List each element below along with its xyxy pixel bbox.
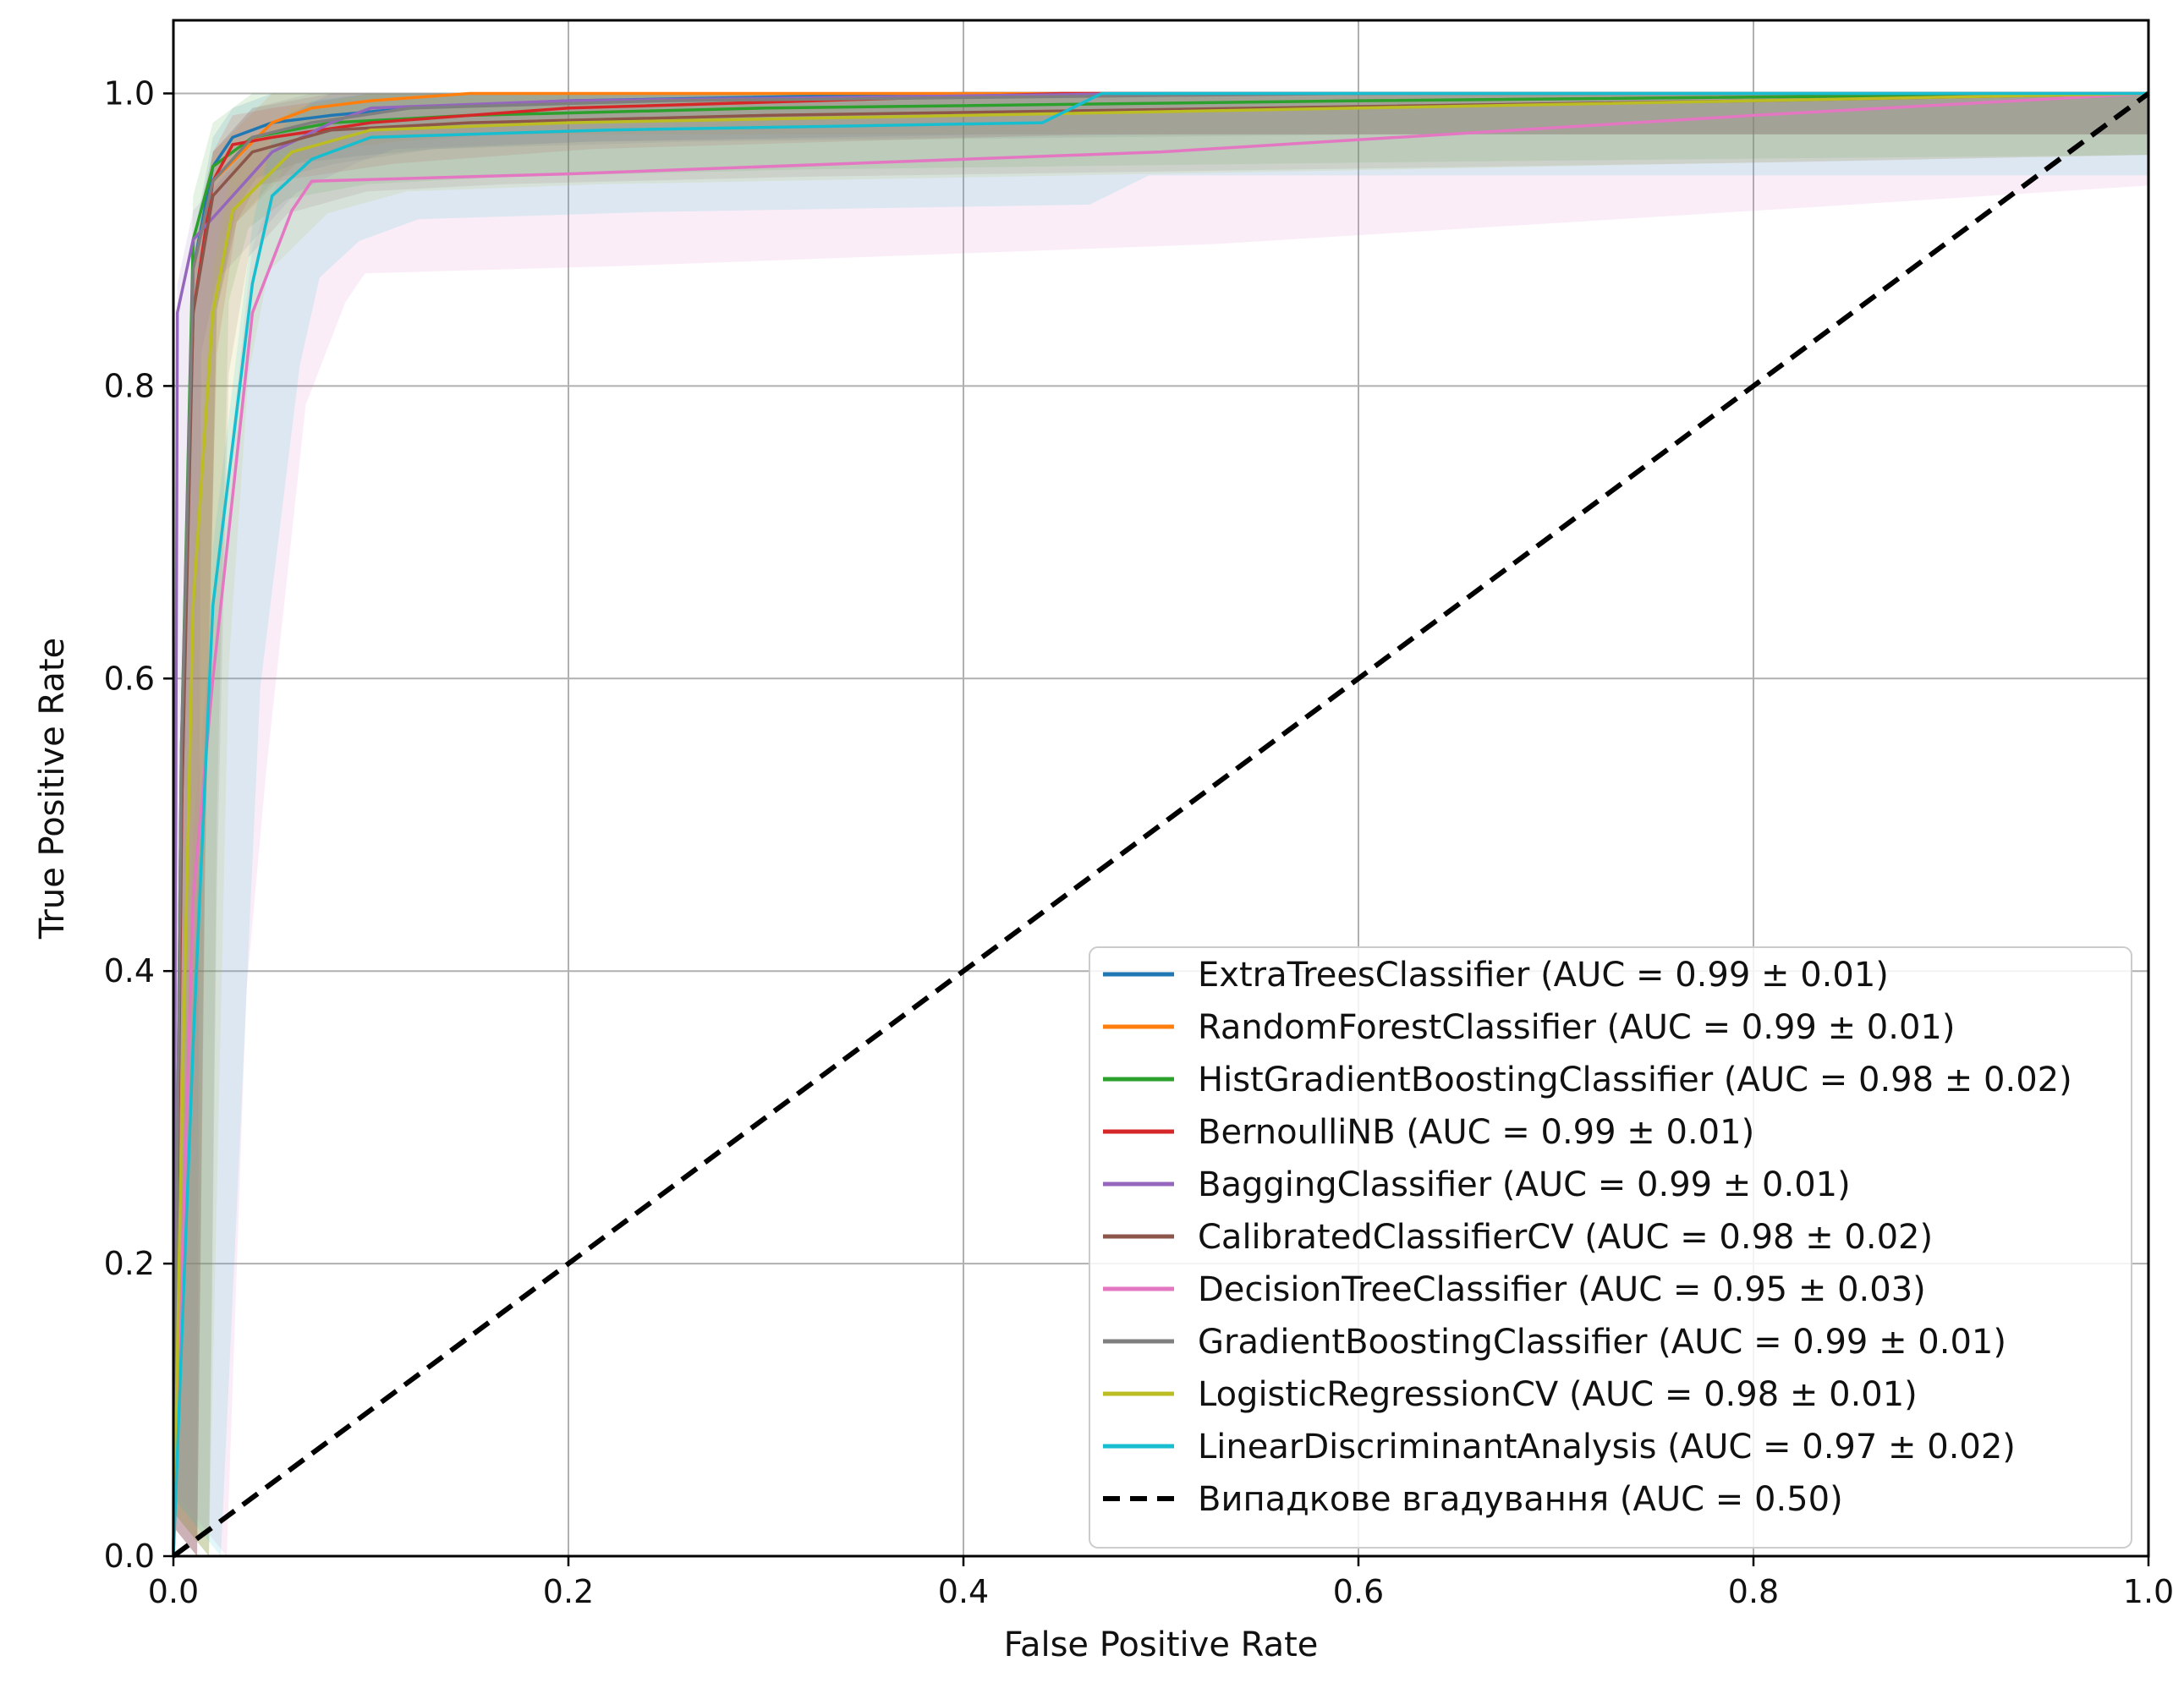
x-tick-label: 0.0 <box>148 1573 199 1610</box>
legend-label: BaggingClassifier (AUC = 0.99 ± 0.01) <box>1198 1165 1851 1204</box>
x-tick-label: 0.8 <box>1728 1573 1779 1610</box>
x-tick-label: 0.4 <box>938 1573 989 1610</box>
legend-label: RandomForestClassifier (AUC = 0.99 ± 0.0… <box>1198 1008 1955 1047</box>
legend-label: Випадкове вгадування (AUC = 0.50) <box>1198 1480 1843 1519</box>
plot-frame <box>172 19 2150 1558</box>
y-tick-label: 0.2 <box>104 1245 155 1282</box>
legend-label: LogisticRegressionCV (AUC = 0.98 ± 0.01) <box>1198 1375 1918 1414</box>
confidence-band <box>173 93 2148 1556</box>
legend: ExtraTreesClassifier (AUC = 0.99 ± 0.01)… <box>1089 946 2132 1549</box>
y-axis-ticks: 0.0 0.2 0.4 0.6 0.8 1.0 <box>104 74 173 1575</box>
legend-label: DecisionTreeClassifier (AUC = 0.95 ± 0.0… <box>1198 1270 1926 1309</box>
series-line <box>172 91 2148 1557</box>
legend-label: LinearDiscriminantAnalysis (AUC = 0.97 ±… <box>1198 1428 2016 1466</box>
grid <box>173 20 2149 1557</box>
series-line <box>172 91 2149 1557</box>
y-tick-label: 1.0 <box>104 74 155 112</box>
series-line <box>172 91 2150 1559</box>
legend-label: HistGradientBoostingClassifier (AUC = 0.… <box>1198 1061 2072 1099</box>
legend-label: CalibratedClassifierCV (AUC = 0.98 ± 0.0… <box>1198 1218 1933 1257</box>
y-tick-label: 0.4 <box>104 952 155 990</box>
y-tick-label: 0.8 <box>104 367 155 404</box>
y-tick-label: 0.6 <box>104 660 155 697</box>
x-axis-label: False Positive Rate <box>1004 1625 1319 1664</box>
confidence-bands <box>173 93 2148 1556</box>
series-line <box>172 91 2149 1557</box>
x-tick-label: 0.2 <box>543 1573 594 1610</box>
x-tick-label: 1.0 <box>2123 1573 2174 1610</box>
x-tick-label: 0.6 <box>1333 1573 1384 1610</box>
x-axis-ticks: 0.0 0.2 0.4 0.6 0.8 1.0 <box>148 1556 2174 1610</box>
legend-box <box>1089 946 2132 1549</box>
y-tick-label: 0.0 <box>104 1538 155 1575</box>
legend-label: BernoulliNB (AUC = 0.99 ± 0.01) <box>1198 1113 1754 1152</box>
y-axis-label: True Positive Rate <box>33 638 72 940</box>
series-line <box>172 91 2148 1557</box>
legend-label: GradientBoostingClassifier (AUC = 0.99 ±… <box>1198 1323 2006 1362</box>
legend-label: ExtraTreesClassifier (AUC = 0.99 ± 0.01) <box>1198 956 1889 995</box>
series-lines <box>172 91 2150 1559</box>
